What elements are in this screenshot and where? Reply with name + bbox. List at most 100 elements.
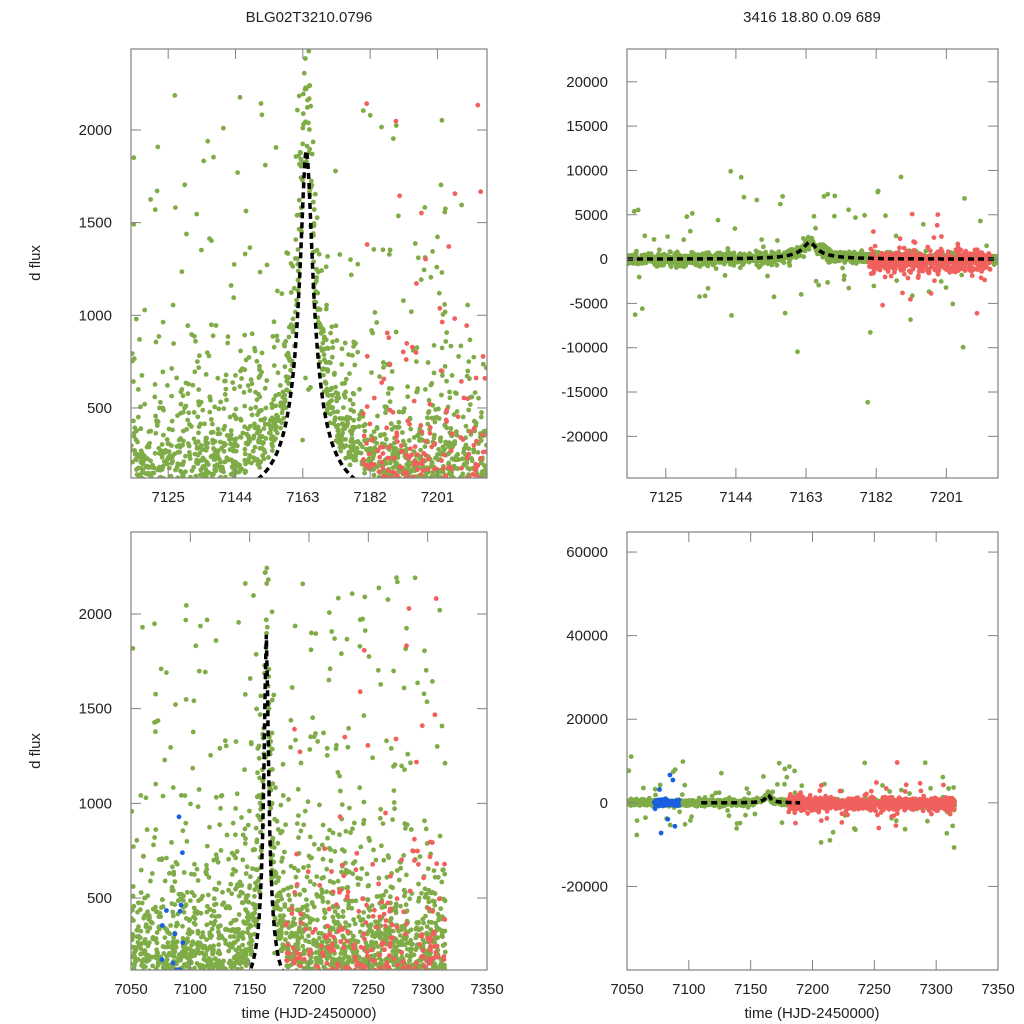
data-point-green [153,729,158,735]
data-point-green [430,679,435,684]
data-point-green [169,840,174,845]
data-point-green [300,125,306,131]
data-point-green [138,448,144,454]
data-point-green [268,805,274,811]
data-point-green [137,483,142,488]
data-point-red [368,461,374,467]
data-point-green [378,972,383,977]
data-point-green [184,231,189,237]
data-point-green [300,581,306,587]
data-point-green [984,243,989,249]
data-point-green [392,806,397,812]
data-point-green [314,917,320,923]
data-point-green [342,948,348,954]
data-point-green [275,370,281,376]
data-point-green [135,939,141,945]
data-point-green [159,905,164,910]
data-point-green [324,889,329,895]
data-point-green [402,893,407,899]
data-point-red [892,269,897,275]
data-point-red [411,461,417,467]
data-point-green [254,430,260,436]
data-point-green [278,425,283,431]
data-point-green [388,421,394,427]
data-point-green [243,440,249,446]
data-point-green [221,125,226,131]
data-point-green [199,447,205,452]
data-point-green [188,898,193,904]
data-point-green [295,247,301,253]
data-point-green [220,889,225,895]
data-point-green [201,971,206,976]
data-point-green [135,974,140,979]
data-point-green [195,452,201,458]
data-point-green [362,470,367,476]
data-point-green [133,316,139,322]
data-point-green [449,456,455,462]
data-point-green [204,479,209,484]
data-point-green [393,329,399,335]
data-point-red [459,379,464,384]
data-point-green [333,323,339,329]
data-point-green [307,127,312,132]
data-point-green [257,800,263,806]
data-point-green [160,978,165,983]
data-point-green [418,447,423,453]
data-point-green [184,955,190,960]
data-point-green [962,196,967,201]
data-point-green [238,368,243,374]
data-point-green [311,207,317,212]
data-point-green [369,433,374,439]
data-point-red [420,457,426,463]
data-point-green [389,477,391,478]
x-tick-label: 7125 [152,489,185,506]
data-point-green [203,372,209,377]
data-point-red [379,460,385,465]
data-point-green [273,403,279,409]
data-point-green [447,389,452,395]
data-point-green [825,280,830,285]
data-point-green [212,404,218,410]
data-point-green [290,329,296,335]
data-point-green [460,414,466,420]
data-point-green [173,860,179,865]
data-point-red [935,269,941,275]
y-tick-label: 1000 [79,307,112,324]
data-point-green [396,213,401,219]
data-point-green [180,393,186,399]
data-point-green [786,248,792,254]
data-point-red [394,434,399,440]
data-point-red [412,444,418,449]
data-point-green [417,970,422,975]
data-point-green [211,857,217,863]
data-point-green [424,975,429,980]
data-point-green [401,853,407,858]
data-point-green [398,977,403,982]
data-point-green [344,885,350,891]
data-point-green [197,353,202,359]
data-point-green [832,213,837,219]
data-point-green [278,383,283,388]
data-point-red [425,481,430,486]
data-point-green [148,197,154,202]
data-point-red [427,430,433,436]
data-point-green [362,422,368,427]
data-point-red [939,234,944,239]
data-point-green [202,421,207,427]
data-point-green [429,971,434,976]
data-point-green [352,424,358,430]
data-point-green [180,474,186,478]
data-point-red [868,260,874,266]
data-point-red [413,350,419,355]
data-point-green [245,822,251,828]
data-point-green [242,955,248,961]
data-point-green [443,439,449,445]
data-point-green [221,480,226,485]
data-point-green [248,946,254,952]
data-point-green [227,414,233,420]
data-point-green [304,874,310,880]
data-point-green [186,381,192,387]
data-point-green [385,973,390,978]
data-point-green [754,197,760,203]
data-point-red [931,235,937,241]
